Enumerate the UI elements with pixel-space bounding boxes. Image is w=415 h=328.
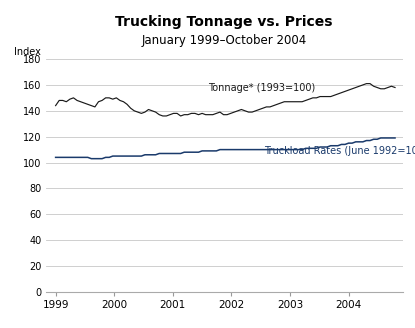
- Text: Index: Index: [14, 47, 40, 57]
- Text: Truckload Rates (June 1992=100): Truckload Rates (June 1992=100): [264, 146, 415, 156]
- Text: January 1999–October 2004: January 1999–October 2004: [142, 34, 307, 47]
- Text: Tonnage* (1993=100): Tonnage* (1993=100): [208, 83, 315, 93]
- Text: Trucking Tonnage vs. Prices: Trucking Tonnage vs. Prices: [115, 15, 333, 29]
